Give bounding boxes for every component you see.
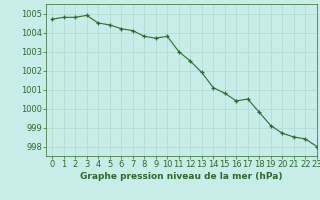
X-axis label: Graphe pression niveau de la mer (hPa): Graphe pression niveau de la mer (hPa) (80, 172, 283, 181)
